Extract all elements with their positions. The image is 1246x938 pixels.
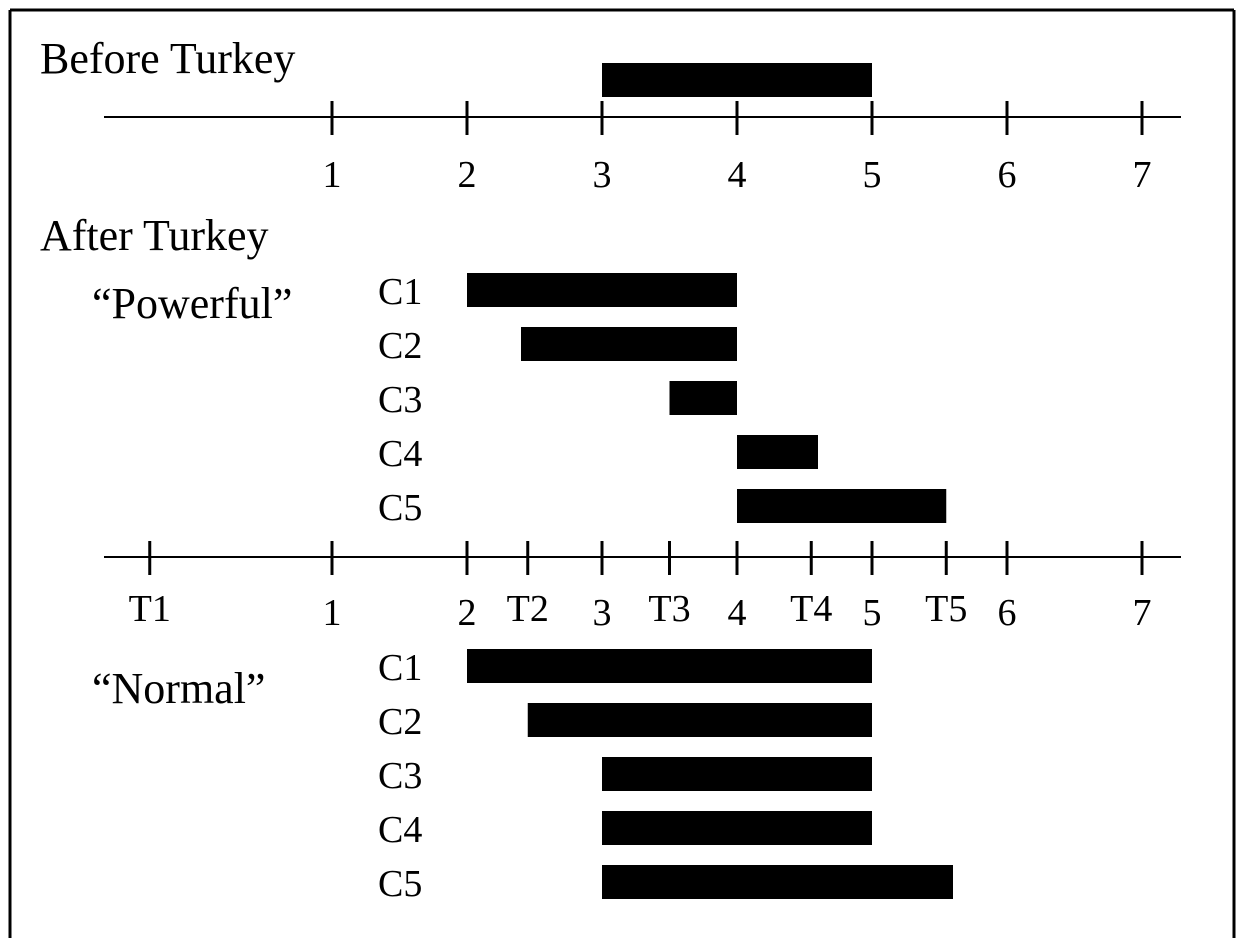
before-axis-ticks: 1 2 3 4 5 6 7 [323, 101, 1152, 196]
normal-row-bar [527, 703, 872, 737]
after-title: After Turkey [40, 211, 269, 260]
normal-row-label: C5 [378, 863, 422, 905]
powerful-row-label: C4 [378, 433, 422, 475]
before-tick-label: 2 [458, 154, 477, 196]
powerful-rows: C1 C2 C3 C4 C5 [378, 271, 947, 529]
before-interval-bar [602, 63, 872, 97]
powerful-row-bar [669, 381, 737, 415]
powerful-row-label: C1 [378, 271, 422, 313]
after-tick-label: 7 [1133, 592, 1152, 634]
powerful-row-label: C5 [378, 487, 422, 529]
normal-row-bar [602, 865, 953, 899]
after-tick-label: T2 [507, 588, 549, 630]
after-tick-label: T3 [648, 588, 690, 630]
normal-row-label: C3 [378, 755, 422, 797]
after-tick-label: 4 [728, 592, 747, 634]
normal-row-bar [602, 811, 872, 845]
normal-row-label: C2 [378, 701, 422, 743]
before-tick-label: 1 [323, 154, 342, 196]
powerful-row-label: C2 [378, 325, 422, 367]
powerful-row-label: C3 [378, 379, 422, 421]
before-tick-label: 4 [728, 154, 747, 196]
powerful-label: “Powerful” [92, 279, 292, 328]
before-interval-layer [602, 63, 872, 97]
powerful-row-bar [737, 435, 818, 469]
normal-row-bar [602, 757, 872, 791]
before-title: Before Turkey [40, 34, 295, 83]
normal-rows: C1 C2 C3 C4 C5 [378, 647, 953, 905]
before-tick-label: 7 [1133, 154, 1152, 196]
after-tick-label: T4 [790, 588, 832, 630]
before-tick-label: 6 [998, 154, 1017, 196]
after-tick-label: T1 [129, 588, 171, 630]
powerful-row-bar [521, 327, 737, 361]
after-axis-ticks: T1 1 2 T2 3 T3 4 T4 5 T5 6 7 [129, 541, 1152, 634]
after-tick-label: T5 [925, 588, 967, 630]
after-tick-label: 6 [998, 592, 1017, 634]
powerful-row-bar [737, 489, 947, 523]
after-tick-label: 2 [458, 592, 477, 634]
after-tick-label: 5 [863, 592, 882, 634]
powerful-row-bar [467, 273, 737, 307]
before-tick-label: 5 [863, 154, 882, 196]
after-tick-label: 3 [593, 592, 612, 634]
normal-row-bar [467, 649, 872, 683]
before-tick-label: 3 [593, 154, 612, 196]
normal-row-label: C4 [378, 809, 422, 851]
normal-row-label: C1 [378, 647, 422, 689]
normal-label: “Normal” [92, 664, 265, 713]
after-tick-label: 1 [323, 592, 342, 634]
